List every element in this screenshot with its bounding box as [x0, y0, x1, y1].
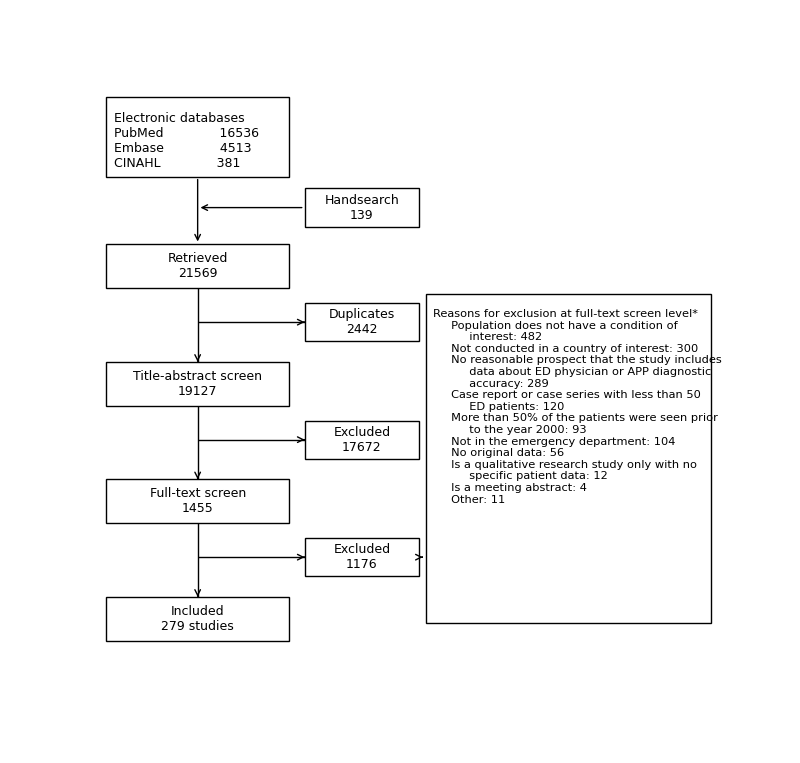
Text: Electronic databases
PubMed              16536
Embase              4513
CINAHL  : Electronic databases PubMed 16536 Embase…: [114, 112, 258, 170]
FancyBboxPatch shape: [106, 362, 289, 406]
Text: Title-abstract screen
19127: Title-abstract screen 19127: [133, 370, 262, 398]
Text: Handsearch
139: Handsearch 139: [325, 194, 399, 221]
Text: Excluded
1176: Excluded 1176: [334, 543, 390, 571]
Text: Retrieved
21569: Retrieved 21569: [167, 253, 228, 280]
Text: Included
279 studies: Included 279 studies: [162, 605, 234, 633]
FancyBboxPatch shape: [305, 538, 419, 576]
FancyBboxPatch shape: [426, 295, 710, 623]
FancyBboxPatch shape: [106, 244, 289, 288]
FancyBboxPatch shape: [106, 98, 289, 177]
FancyBboxPatch shape: [106, 597, 289, 641]
FancyBboxPatch shape: [305, 303, 419, 341]
FancyBboxPatch shape: [106, 479, 289, 523]
Text: Excluded
17672: Excluded 17672: [334, 426, 390, 454]
Text: Reasons for exclusion at full-text screen level*
     Population does not have a: Reasons for exclusion at full-text scree…: [433, 309, 722, 504]
FancyBboxPatch shape: [305, 188, 419, 227]
Text: Full-text screen
1455: Full-text screen 1455: [150, 488, 246, 515]
FancyBboxPatch shape: [305, 420, 419, 459]
Text: Duplicates
2442: Duplicates 2442: [329, 308, 395, 336]
